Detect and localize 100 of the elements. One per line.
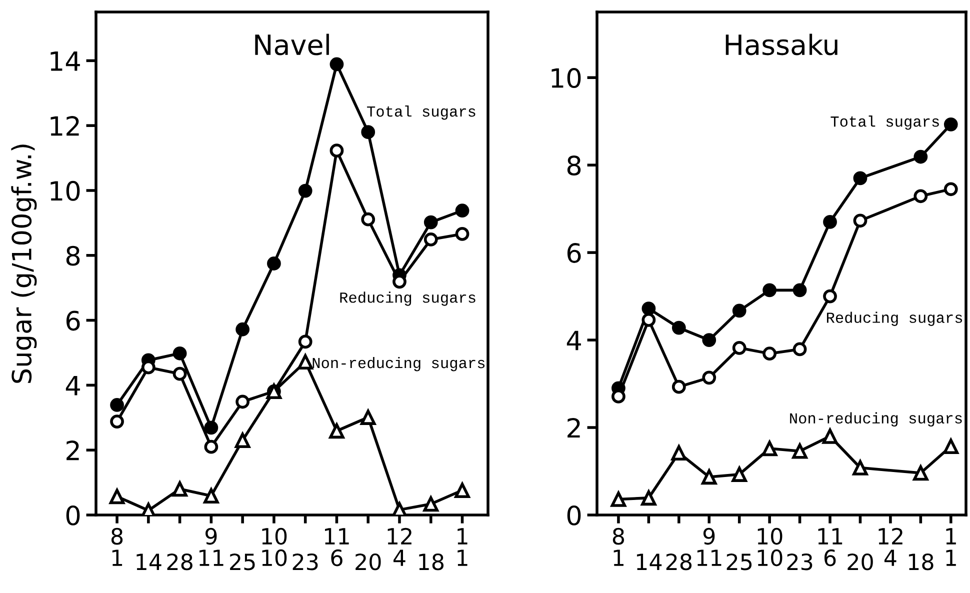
point (172, 346, 187, 360)
y-tick-label: 4 (66, 376, 80, 396)
y-tick-label: 12 (50, 116, 79, 136)
point (732, 340, 746, 355)
point (234, 432, 250, 448)
y-tick-label: 2 (568, 418, 580, 438)
x-tick-label: 1 1 (946, 528, 956, 566)
point (329, 423, 344, 439)
x-tick-label: 23 (292, 553, 318, 570)
point (172, 481, 188, 497)
x-tick-label: 14 (636, 554, 662, 570)
y-tick-label: 0 (567, 505, 581, 526)
point (762, 440, 778, 456)
series-label: Reducing sugars (826, 312, 962, 326)
x-tick-label: 8 1 (111, 528, 123, 566)
x-tick-label: 18 (908, 553, 934, 570)
series-label: Total sugars (830, 116, 939, 130)
point (610, 492, 626, 507)
point (236, 394, 250, 409)
point (702, 333, 716, 347)
x-tick-label: 11 6 (325, 528, 349, 566)
y-tick-label: 10 (50, 180, 80, 201)
x-tick-label: 23 (787, 553, 812, 570)
point (455, 204, 470, 218)
point (914, 189, 928, 204)
point (702, 370, 716, 385)
point (236, 322, 250, 336)
point (822, 428, 838, 444)
point (204, 488, 219, 504)
x-tick-label: 18 (419, 553, 444, 570)
point (109, 488, 125, 504)
point (298, 354, 313, 370)
x-tick-label: 20 (356, 553, 381, 570)
point (298, 184, 312, 198)
point (732, 304, 746, 318)
point (392, 502, 408, 515)
x-tick-label: 20 (848, 553, 873, 570)
y-axis-title: Sugar (g/100gf.w.) (11, 144, 37, 383)
point (424, 232, 438, 246)
x-tick-label: 25 (726, 553, 752, 570)
point (701, 469, 717, 485)
y-tick-label: 0 (66, 505, 80, 526)
point (762, 283, 777, 298)
point (792, 444, 808, 459)
x-tick-label: 10 10 (758, 528, 782, 566)
x-tick-label: 28 (666, 553, 692, 570)
point (110, 398, 124, 412)
series-label: Non-reducing sugars (790, 412, 962, 427)
point (360, 410, 376, 425)
series-label: Non-reducing sugars (312, 356, 485, 372)
point (944, 182, 958, 196)
point (361, 212, 376, 226)
x-tick-label: 8 1 (612, 528, 624, 566)
x-tick-label: 25 (230, 553, 255, 570)
point (110, 414, 124, 428)
x-tick-label: 14 (136, 554, 162, 570)
point (671, 445, 687, 461)
point (267, 256, 281, 270)
series-label: Total sugars (367, 105, 476, 120)
point (853, 171, 868, 186)
text: Navel (255, 34, 329, 56)
point (762, 346, 777, 361)
point (792, 342, 807, 356)
point (204, 420, 218, 435)
point (672, 320, 686, 335)
point (823, 215, 837, 229)
x-tick-label: 9 11 (697, 528, 722, 566)
y-tick-label: 6 (66, 310, 80, 331)
x-tick-label: 10 10 (262, 528, 287, 566)
text: Hassaku (726, 34, 838, 56)
point (642, 312, 656, 327)
point (853, 214, 868, 228)
x-tick-label: 11 6 (818, 528, 842, 566)
point (852, 460, 868, 476)
y-tick-label: 8 (66, 246, 80, 266)
point (361, 125, 376, 140)
y-tick-label: 14 (50, 51, 80, 71)
point (792, 283, 807, 298)
point (172, 366, 187, 381)
point (330, 144, 344, 158)
point (454, 482, 470, 498)
point (330, 57, 344, 72)
point (732, 466, 747, 482)
x-tick-label: 12 4 (878, 528, 902, 566)
series-label: Reducing sugars (340, 292, 476, 306)
y-tick-label: 6 (567, 243, 581, 263)
x-tick-label: 1 1 (458, 528, 468, 566)
x-tick-label: 12 4 (388, 528, 412, 566)
point (423, 496, 439, 512)
point (641, 490, 656, 506)
point (913, 465, 928, 481)
point (944, 117, 958, 132)
point (642, 302, 656, 316)
point (823, 289, 837, 304)
x-tick-label: 9 11 (199, 528, 224, 566)
point (914, 150, 928, 164)
x-tick-label: 28 (167, 553, 192, 570)
point (298, 334, 312, 349)
point (204, 440, 218, 454)
point (943, 438, 959, 454)
